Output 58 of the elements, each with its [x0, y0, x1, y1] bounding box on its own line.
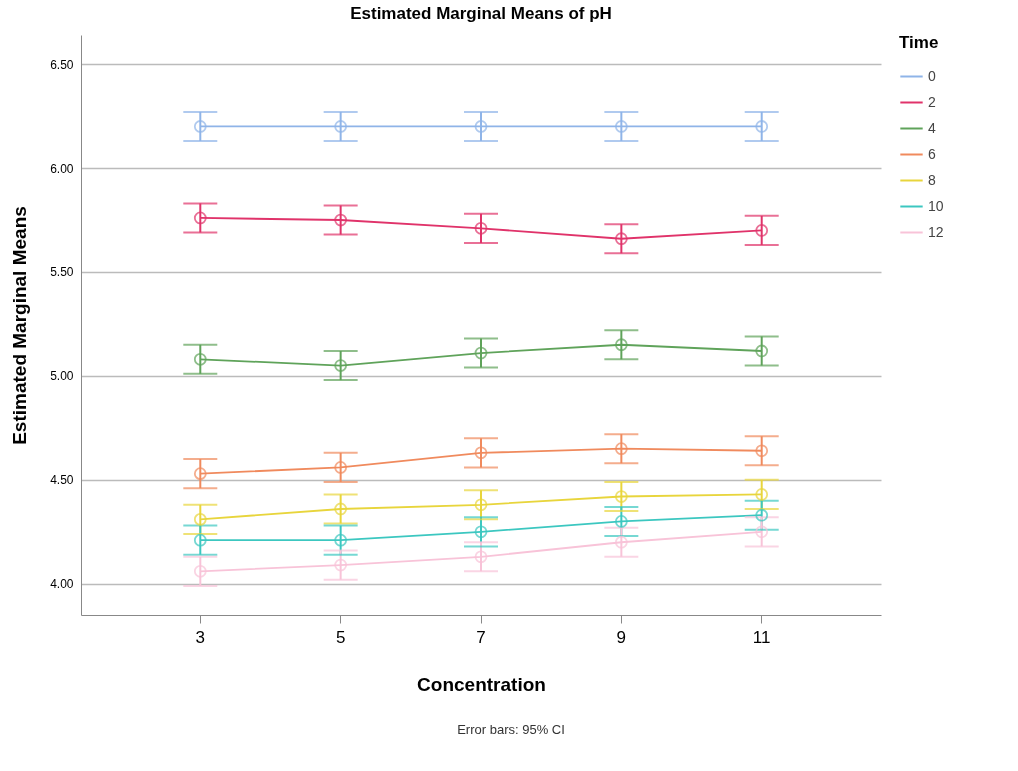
- point: [614, 490, 628, 503]
- point: [193, 564, 207, 578]
- y-tick-label: 6.00: [50, 161, 74, 176]
- point: [614, 120, 628, 133]
- point: [193, 211, 207, 225]
- point: [614, 535, 628, 549]
- point: [474, 498, 488, 512]
- y-tick-label: 5.50: [50, 265, 74, 280]
- point: [474, 525, 488, 539]
- point: [193, 120, 207, 133]
- x-tick-label: 9: [616, 627, 627, 647]
- y-tick-label: 4.00: [50, 577, 74, 592]
- legend-label: 12: [928, 223, 944, 240]
- chart-title: Estimated Marginal Means of pH: [350, 4, 612, 23]
- legend-label: 2: [928, 93, 936, 110]
- point: [755, 344, 769, 358]
- point: [193, 352, 207, 366]
- x-tick-label: 7: [476, 627, 486, 647]
- x-axis-title: Concentration: [417, 673, 546, 695]
- point: [193, 467, 207, 480]
- point: [614, 515, 628, 528]
- legend-label: 8: [928, 171, 936, 188]
- legend-label: 10: [928, 197, 944, 214]
- y-tick-label: 4.50: [50, 473, 74, 488]
- point: [474, 550, 488, 564]
- point: [755, 120, 769, 133]
- x-tick-label: 5: [335, 627, 346, 647]
- point: [755, 508, 769, 522]
- point: [755, 525, 769, 539]
- point: [193, 533, 207, 547]
- point: [755, 444, 769, 458]
- x-tick-label: 3: [195, 627, 206, 647]
- point: [474, 446, 488, 460]
- point: [474, 120, 488, 133]
- point: [334, 461, 348, 474]
- legend-title: Time: [899, 33, 939, 52]
- y-tick-label: 5.00: [50, 369, 74, 384]
- text: Error bars: 95% CI: [457, 722, 565, 737]
- point: [474, 221, 488, 235]
- point: [334, 359, 348, 372]
- y-axis-title: Estimated Marginal Means: [9, 206, 31, 445]
- point: [614, 442, 628, 456]
- point: [334, 533, 348, 547]
- point: [755, 488, 769, 501]
- point: [755, 224, 769, 237]
- legend-label: 0: [928, 67, 936, 84]
- point: [614, 232, 628, 246]
- point: [334, 120, 348, 133]
- point: [614, 338, 628, 352]
- legend-label: 4: [928, 119, 936, 136]
- x-tick-label: 11: [752, 627, 771, 647]
- legend-label: 6: [928, 145, 936, 162]
- point: [334, 558, 348, 572]
- point: [334, 213, 348, 227]
- point: [193, 513, 207, 526]
- y-tick-label: 6.50: [50, 57, 74, 72]
- point: [334, 502, 348, 516]
- point: [474, 346, 488, 360]
